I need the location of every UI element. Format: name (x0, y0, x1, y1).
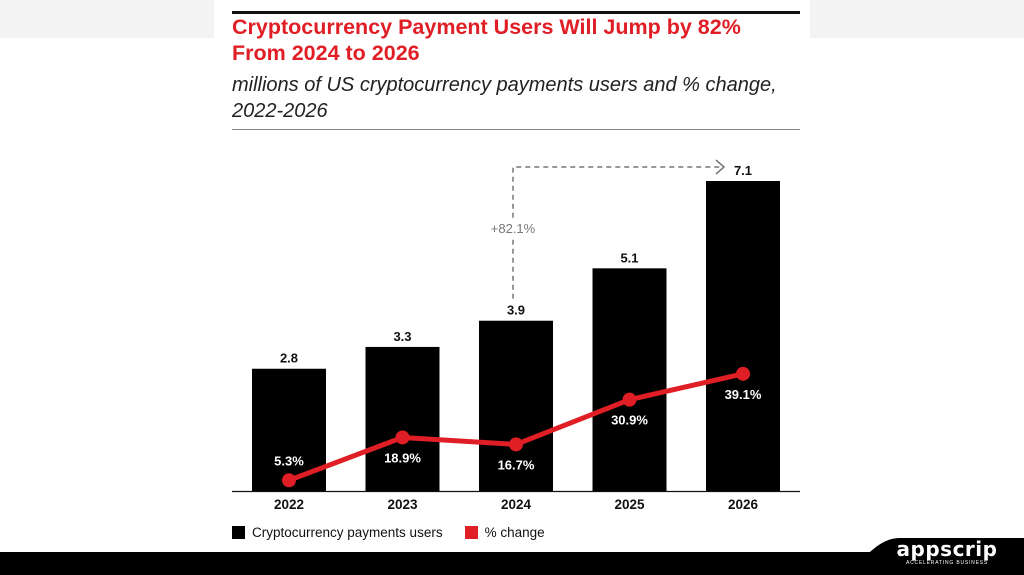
pct-change-label-2022: 5.3% (274, 453, 304, 468)
legend-swatch-line (464, 525, 478, 539)
pct-change-label-2023: 18.9% (384, 450, 421, 465)
bar-2023 (365, 346, 440, 491)
pct-change-point-2025 (622, 392, 637, 407)
logo-background-shape (830, 538, 1024, 575)
pct-change-point-2022 (282, 473, 296, 488)
legend-label-change: % change (484, 524, 545, 540)
background-band-right (810, 0, 1024, 38)
pct-change-point-2026 (736, 366, 750, 381)
pct-change-label-2024: 16.7% (498, 457, 535, 472)
bar-value-label-2026: 7.1 (734, 163, 752, 178)
pct-change-label-2025: 30.9% (611, 413, 648, 428)
bar-2026 (706, 181, 780, 491)
chart-title: Cryptocurrency Payment Users Will Jump b… (232, 15, 741, 65)
x-tick-label-2023: 2023 (387, 497, 418, 512)
footer-bar (0, 552, 1024, 575)
x-tick-label-2024: 2024 (501, 497, 532, 512)
bar-2024 (479, 320, 553, 491)
growth-annotation-arrow (512, 166, 723, 299)
legend-swatch-bars (232, 525, 245, 539)
labels-layer: 2.8 2022 3.3 2023 3.9 2024 5.1 2025 7.1 2026 5.3% 1… (274, 163, 762, 512)
bar-value-label-2022: 2.8 (280, 351, 298, 366)
legend-item-users: Cryptocurrency payments users (232, 525, 443, 540)
pct-change-point-2024 (509, 437, 523, 452)
bar-value-label-2025: 5.1 (620, 250, 638, 265)
bar-value-label-2024: 3.9 (507, 303, 525, 318)
x-tick-label-2026: 2026 (728, 497, 759, 512)
chart-subtitle: millions of US cryptocurrency payments u… (232, 74, 777, 122)
legend: Cryptocurrency payments users % change (232, 523, 567, 541)
subtitle-rule (232, 129, 800, 130)
appscrip-logo: appscrip ACCELERATING BUSINESS (882, 538, 1012, 572)
x-tick-label-2022: 2022 (274, 497, 304, 512)
x-tick-label-2025: 2025 (614, 497, 645, 512)
annotation-layer: +82.1% (484, 159, 726, 299)
legend-label-users: Cryptocurrency payments users (252, 524, 443, 540)
bar-2025 (592, 268, 667, 491)
growth-annotation-arrowhead (715, 159, 726, 175)
growth-annotation-label-bg (484, 218, 542, 238)
title-top-rule (232, 11, 800, 14)
bar-value-label-2023: 3.3 (393, 329, 411, 344)
growth-annotation-label: +82.1% (491, 221, 536, 236)
pct-change-point-2023 (395, 430, 410, 445)
logo-wordmark: appscrip (896, 537, 998, 561)
legend-item-change: % change (464, 524, 545, 540)
background-band-left (0, 0, 214, 38)
logo-tagline: ACCELERATING BUSINESS (906, 560, 988, 566)
line-layer (282, 366, 750, 488)
pct-change-label-2026: 39.1% (725, 387, 762, 402)
